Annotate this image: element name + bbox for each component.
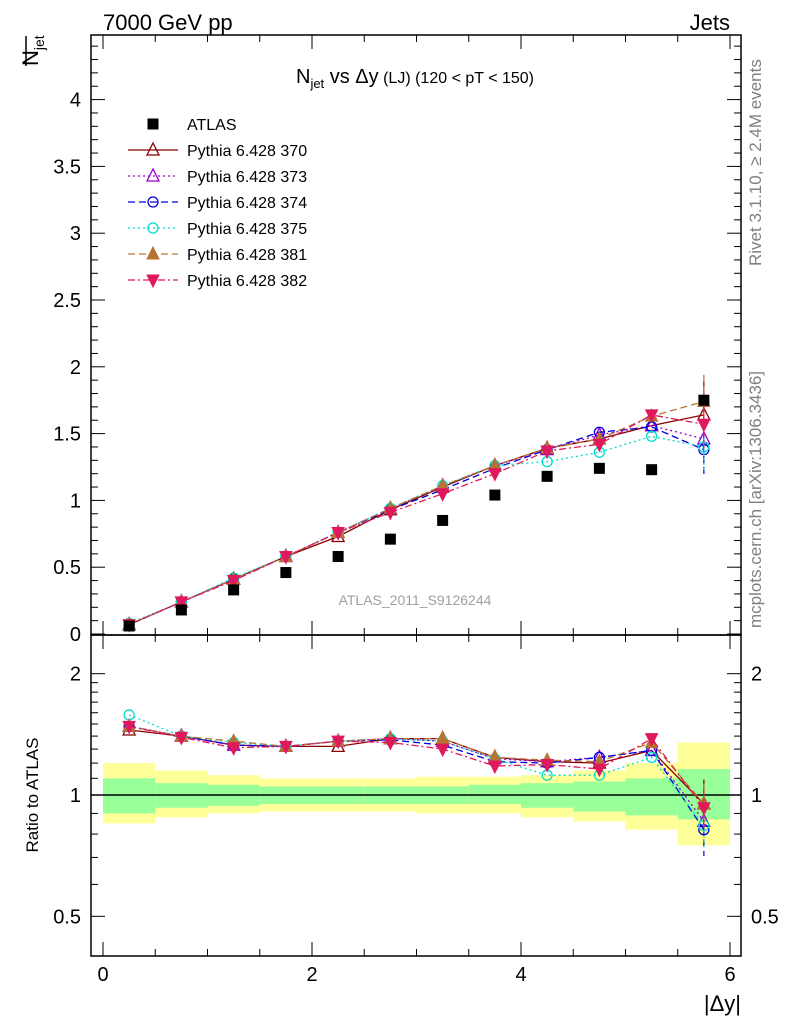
main-ytick-label: 3 — [70, 223, 81, 245]
ratio-point — [174, 731, 189, 746]
ratio-point — [279, 740, 293, 755]
main-point — [645, 430, 658, 442]
ratio-ytick-label: 2 — [70, 664, 81, 686]
legend-label: Pythia 6.428 375 — [187, 221, 307, 238]
ratio-plot-layer: 0.5 0.5 1 1 2 2 0 2 4 6 — [53, 634, 779, 986]
main-ytick-label: 2 — [70, 357, 81, 379]
atlas-data-point — [123, 620, 135, 632]
ratio-xtick-label: 6 — [724, 964, 735, 986]
atlas-data-point — [437, 514, 449, 526]
main-point — [488, 468, 502, 482]
rivet-label: Rivet 3.1.10, ≥ 2.4M events — [746, 59, 765, 266]
main-ytick-label: 2.5 — [53, 290, 81, 312]
ratio-ytick-label: 0.5 — [53, 906, 81, 928]
ratio-series-line — [129, 725, 705, 805]
legend-label: Pythia 6.428 370 — [187, 143, 307, 160]
main-ylabel: Njet — [18, 35, 47, 66]
ratio-point — [697, 802, 711, 816]
legend-marker — [147, 118, 159, 130]
main-ytick-label: 0 — [70, 624, 81, 646]
legend-marker — [146, 274, 160, 289]
main-point — [331, 526, 345, 541]
legend-label: Pythia 6.428 374 — [187, 195, 307, 212]
x-axis-label: |Δy| — [704, 991, 741, 1016]
ratio-point — [435, 743, 450, 758]
ratio-xtick-label: 2 — [306, 964, 317, 986]
header-right: Jets — [690, 10, 730, 35]
main-series-line — [128, 414, 704, 626]
ratio-point — [383, 736, 398, 751]
ratio-xtick-label: 0 — [97, 964, 108, 986]
main-series-line — [128, 400, 705, 626]
main-point — [644, 409, 659, 424]
ratio-point — [540, 759, 554, 773]
ratio-ylabel: Ratio to ATLAS — [23, 738, 42, 853]
ratio-point — [592, 763, 607, 778]
legend-label: Pythia 6.428 381 — [187, 247, 307, 264]
atlas-data-point — [332, 551, 344, 563]
main-ytick-label: 0.5 — [53, 557, 81, 579]
ratio-ytick-label-right: 1 — [751, 785, 762, 807]
legend-label: Pythia 6.428 373 — [187, 169, 307, 186]
mcplots-label: mcplots.cern.ch [arXiv:1306.3436] — [746, 371, 765, 628]
ratio-xtick-label: 4 — [515, 964, 526, 986]
main-point — [226, 575, 241, 589]
ratio-point — [122, 720, 136, 735]
legend-label: ATLAS — [187, 117, 237, 134]
analysis-label: ATLAS_2011_S9126244 — [339, 592, 492, 608]
main-ytick-label: 1 — [70, 490, 81, 512]
atlas-data-point — [175, 604, 187, 616]
ratio-band-inner — [103, 778, 156, 814]
atlas-data-point — [593, 462, 605, 474]
main-point — [174, 596, 189, 611]
atlas-data-point — [489, 489, 501, 501]
main-series-line — [128, 424, 705, 626]
atlas-data-point — [698, 394, 710, 406]
main-ytick-label: 3.5 — [53, 156, 81, 178]
ratio-point — [226, 742, 241, 756]
main-point — [435, 488, 450, 502]
main-point — [644, 417, 659, 432]
ratio-point — [331, 735, 345, 750]
atlas-data-point — [228, 584, 240, 596]
atlas-data-point — [280, 567, 292, 579]
ratio-ytick-label-right: 2 — [751, 664, 762, 686]
ratio-series-line — [129, 725, 705, 831]
legend-marker — [145, 141, 161, 156]
atlas-data-point — [384, 533, 396, 545]
main-plot-layer: 0 0.5 1 1.5 2 2.5 3 3.5 4 — [53, 34, 742, 646]
atlas-data-point — [646, 464, 658, 476]
legend-marker — [147, 222, 159, 234]
ratio-band-inner — [573, 781, 626, 812]
main-point — [383, 506, 398, 521]
atlas-data-point — [541, 470, 553, 482]
ratio-point — [644, 733, 659, 747]
main-point — [697, 418, 711, 433]
legend-marker — [147, 196, 159, 208]
header-left: 7000 GeV pp — [103, 10, 233, 35]
ratio-point — [645, 751, 658, 764]
ratio-point — [488, 760, 502, 775]
ratio-ytick-label-right: 0.5 — [751, 906, 779, 928]
main-title: Njet vs Δy (LJ) (120 < pT < 150) — [296, 66, 534, 91]
main-point — [592, 438, 607, 453]
main-point — [540, 445, 554, 460]
main-point — [279, 551, 293, 565]
ratio-series-line — [128, 714, 705, 826]
legend-label: Pythia 6.428 382 — [187, 273, 307, 290]
legend-marker — [146, 245, 160, 260]
ratio-ytick-label: 1 — [70, 785, 81, 807]
main-ytick-label: 1.5 — [53, 424, 81, 446]
ratio-band-inner — [625, 778, 678, 816]
svg-text:Njet: Njet — [18, 35, 47, 66]
legend-marker — [145, 167, 161, 182]
main-ytick-label: 4 — [70, 90, 81, 112]
ratio-series-line — [128, 725, 705, 809]
legend: ATLAS Pythia 6.428 370 Pythia 6.428 373 Pyt… — [128, 117, 307, 290]
